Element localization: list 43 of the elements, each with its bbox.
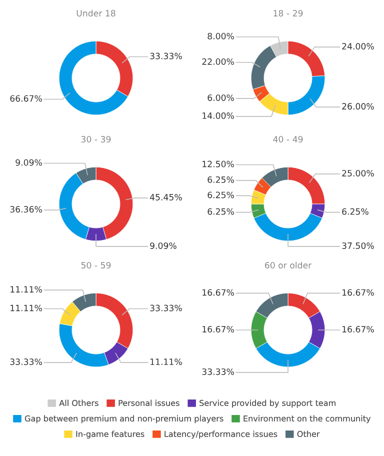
data-label: 16.67% — [342, 289, 374, 296]
data-label: 16.67% — [342, 326, 374, 333]
data-label: 6.25% — [342, 208, 368, 215]
data-label: 36.36% — [10, 206, 42, 213]
data-label: 9.09% — [150, 242, 176, 249]
chart-title: Under 18 — [76, 10, 116, 16]
legend-label: Personal issues — [118, 400, 180, 406]
legend-label: Environment on the community — [244, 415, 371, 424]
data-label: 33.33% — [202, 368, 234, 375]
data-label: 6.00% — [208, 94, 234, 101]
data-label: 11.11% — [10, 304, 42, 312]
chart-title: 18 - 29 — [274, 10, 303, 16]
legend-label: Service provided by support team — [200, 400, 336, 408]
data-label: 16.67% — [202, 326, 234, 333]
data-label: 12.50% — [202, 160, 234, 168]
data-label: 6.25% — [208, 192, 234, 198]
chart-title: 50 - 59 — [81, 262, 111, 268]
data-label: 45.45% — [150, 194, 182, 200]
chart-title: 40 - 49 — [273, 136, 303, 142]
chart-title: 60 or older — [265, 262, 312, 268]
data-label: 14.00% — [202, 112, 234, 119]
legend-label: Other — [297, 430, 320, 438]
data-label: 16.67% — [202, 289, 234, 296]
data-label: 26.00% — [342, 103, 374, 110]
data-label: 6.25% — [208, 208, 234, 215]
chart-title: 30 - 39 — [81, 136, 111, 142]
data-label: 33.33% — [150, 304, 182, 312]
legend-label: All Others — [59, 400, 98, 406]
data-label: 24.00% — [342, 43, 374, 50]
data-label: 66.67% — [10, 95, 42, 102]
data-label: 6.25% — [208, 176, 234, 183]
data-label: 9.09% — [16, 159, 42, 166]
data-label: 25.00% — [342, 170, 374, 176]
data-label: 22.00% — [202, 58, 234, 65]
data-label: 33.33% — [10, 358, 42, 366]
data-label: 37.50% — [342, 242, 374, 249]
data-label: 33.33% — [150, 52, 182, 60]
legend-label: Latency/performance issues — [164, 430, 278, 439]
data-label: 8.00% — [208, 32, 234, 40]
data-label: 11.11% — [150, 358, 182, 366]
data-label: 11.11% — [10, 286, 42, 293]
legend-label: In-game features — [76, 430, 144, 439]
legend-label: Gap between premium and non-premium players — [24, 415, 224, 424]
